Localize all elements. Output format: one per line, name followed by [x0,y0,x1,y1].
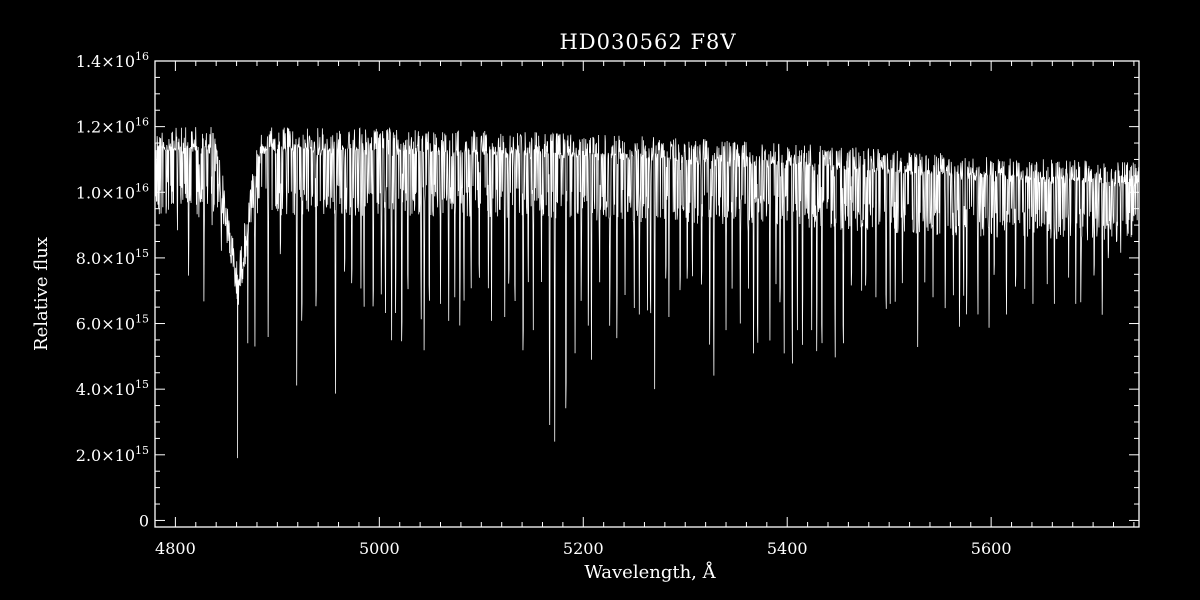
x-tick-label: 5400 [767,539,808,558]
y-tick-exponent: 15 [135,378,149,391]
y-tick-mantissa: 1.4×10 [76,52,135,71]
y-tick-label: 2.0×1015 [76,444,149,465]
y-tick-label: 6.0×1015 [76,313,149,334]
y-tick-mantissa: 6.0×10 [76,315,135,334]
x-tick-label: 5000 [359,539,400,558]
y-tick-label: 1.4×1016 [76,50,149,71]
y-tick-label: 8.0×1015 [76,247,149,268]
x-axis-label: Wavelength, Å [584,561,716,583]
y-axis-label: Relative flux [31,237,52,351]
y-tick-exponent: 16 [135,50,149,63]
x-tick-label: 4800 [155,539,196,558]
y-tick-label: 1.0×1016 [76,181,149,202]
y-tick-mantissa: 0 [139,511,149,530]
y-tick-exponent: 16 [135,181,149,194]
y-tick-mantissa: 1.0×10 [76,183,135,202]
y-tick-exponent: 15 [135,247,149,260]
y-tick-mantissa: 4.0×10 [76,380,135,399]
y-tick-label: 1.2×1016 [76,116,149,137]
y-tick-mantissa: 1.2×10 [76,118,135,137]
x-tick-label: 5200 [563,539,604,558]
y-tick-mantissa: 8.0×10 [76,249,135,268]
axis-ticks [154,60,1139,527]
x-tick-label: 5600 [971,539,1012,558]
spectrum-series-line [154,127,1140,459]
chart-title: HD030562 F8V [559,30,736,54]
y-tick-exponent: 16 [135,116,149,129]
y-tick-label: 0 [139,511,149,530]
plot-frame [154,60,1140,528]
y-tick-mantissa: 2.0×10 [76,446,135,465]
y-tick-exponent: 15 [135,444,149,457]
y-tick-label: 4.0×1015 [76,378,149,399]
axis-tick-labels: 4800 5000 5200 5400 560002.0×10154.0×10156.0… [76,50,1012,558]
y-tick-exponent: 15 [135,313,149,326]
